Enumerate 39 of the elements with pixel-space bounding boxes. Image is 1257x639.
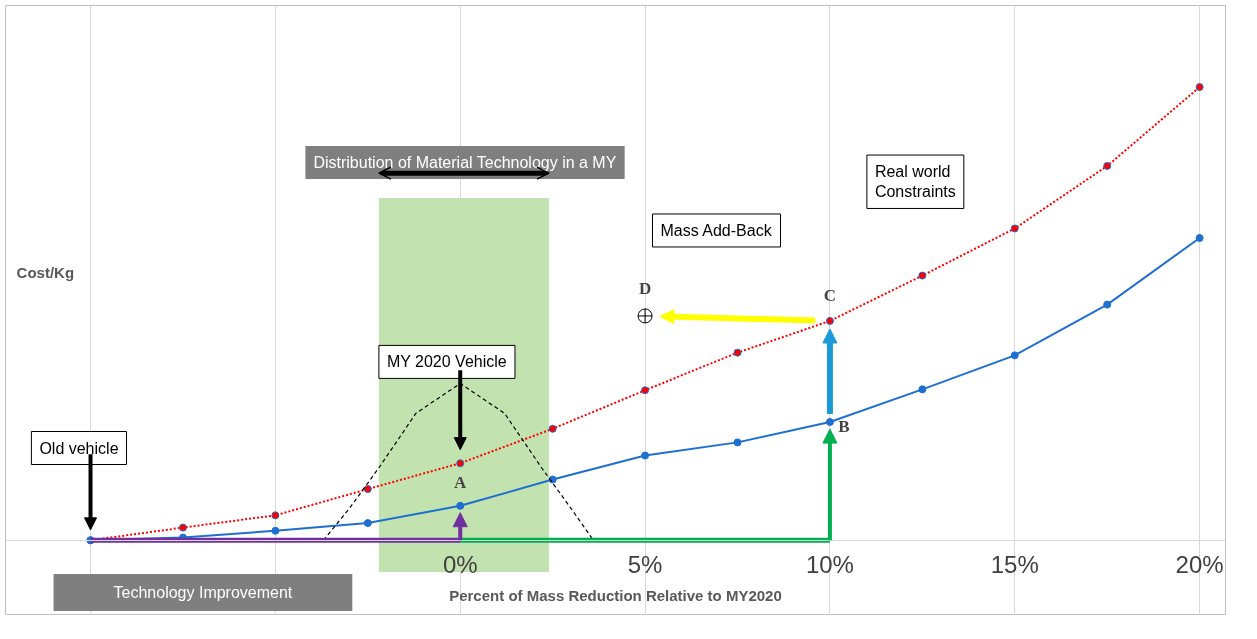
point bbox=[1195, 83, 1204, 92]
x-tick-label: 10% bbox=[805, 551, 854, 579]
point bbox=[1010, 351, 1019, 360]
point bbox=[456, 501, 465, 510]
point bbox=[271, 526, 280, 535]
x-tick-label: 20% bbox=[1175, 551, 1224, 579]
point bbox=[1103, 300, 1112, 309]
point bbox=[1103, 161, 1112, 170]
point bbox=[825, 316, 834, 325]
point bbox=[456, 459, 465, 468]
annotation: Real world Constraints bbox=[874, 163, 956, 201]
point bbox=[363, 519, 372, 528]
x-tick-label: 5% bbox=[627, 551, 663, 579]
point bbox=[271, 511, 280, 520]
annotation: Old vehicle bbox=[39, 439, 119, 457]
annotation: Mass Add-Back bbox=[660, 221, 773, 239]
text: Technology Improvement bbox=[113, 583, 293, 601]
point bbox=[825, 417, 834, 426]
point bbox=[733, 348, 742, 357]
annotation: MY 2020 Vehicle bbox=[386, 353, 507, 371]
annotation: B bbox=[838, 416, 850, 436]
point bbox=[733, 438, 742, 447]
point bbox=[178, 523, 187, 532]
point bbox=[363, 485, 372, 494]
x-tick-label: 15% bbox=[990, 551, 1039, 579]
y-axis-title: Cost/Kg bbox=[16, 264, 75, 282]
annotation: Distribution of Material Technology in a MY bbox=[313, 153, 617, 171]
point bbox=[1010, 224, 1019, 233]
point bbox=[918, 271, 927, 280]
point bbox=[918, 385, 927, 394]
point bbox=[641, 451, 650, 460]
point bbox=[1195, 234, 1204, 242]
point bbox=[641, 386, 650, 395]
x-tick-label: 0% bbox=[442, 551, 478, 579]
annotation: D bbox=[638, 278, 652, 298]
annotation: A bbox=[454, 472, 468, 492]
x-axis-title: Percent of Mass Reduction Relative to MY2020 bbox=[449, 586, 782, 604]
annotation: C bbox=[823, 285, 837, 305]
point bbox=[548, 424, 557, 433]
